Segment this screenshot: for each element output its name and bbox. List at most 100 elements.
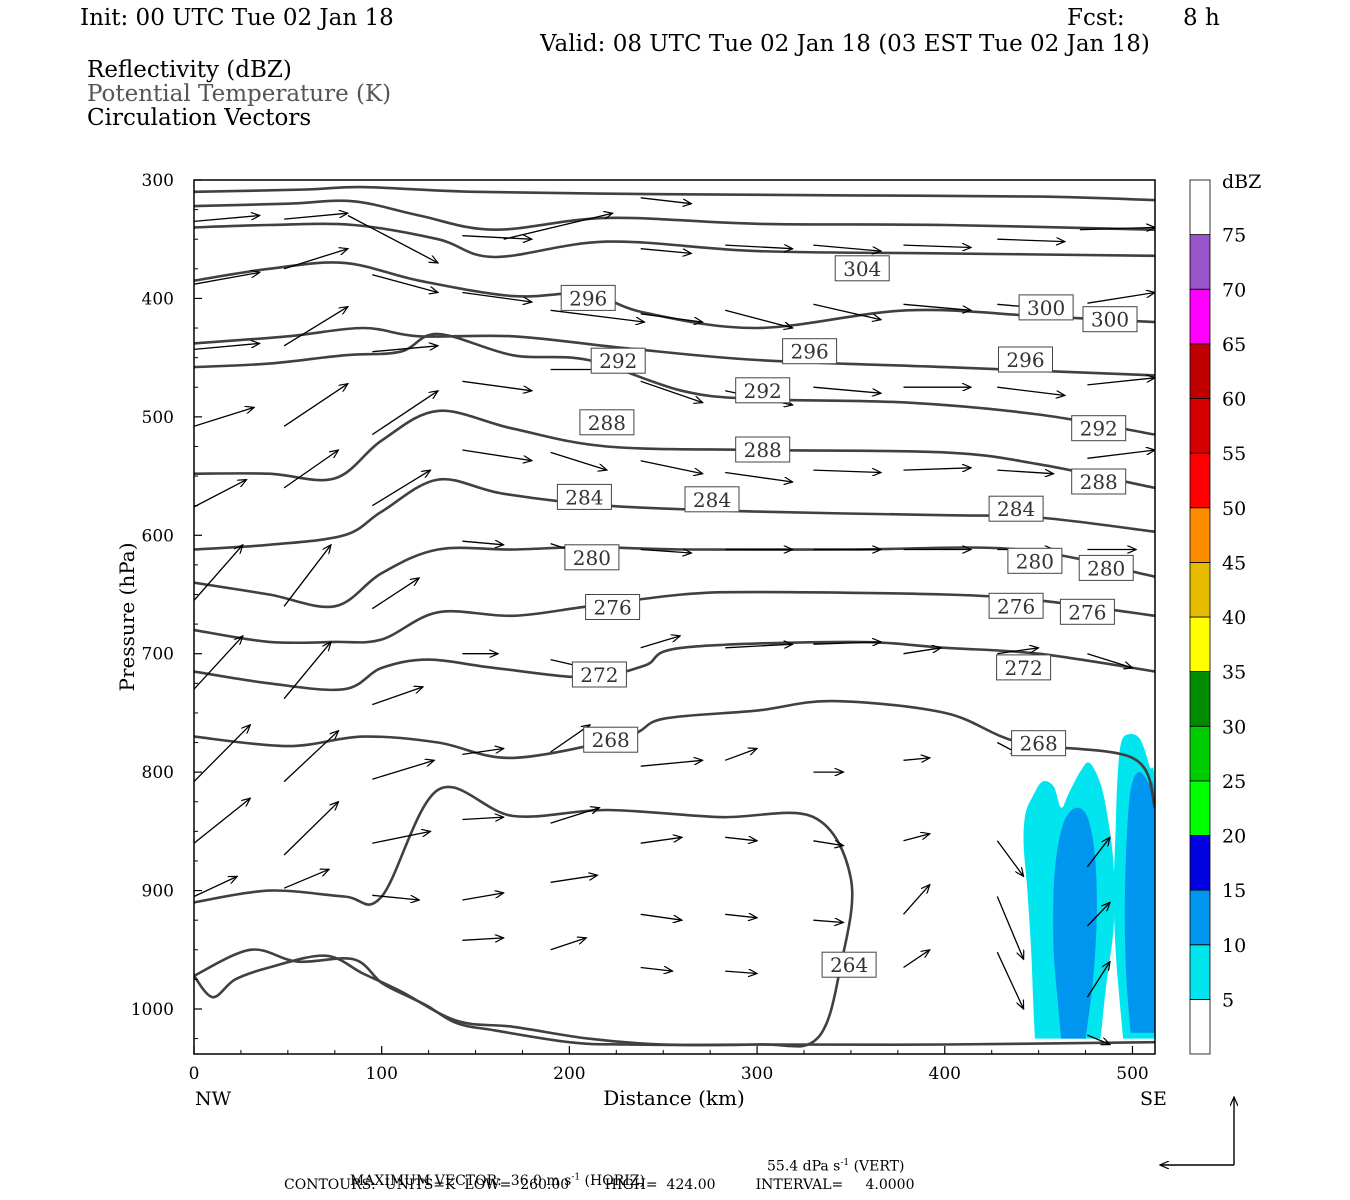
plot-frame [193,179,1156,1055]
vector-0 [194,216,260,223]
x-tick-label: 100 [365,1064,397,1084]
vector-11 [283,307,348,347]
vector-103 [1087,450,1155,459]
colorbar-segment [1189,452,1211,509]
contour-label-text: 268 [1020,732,1058,756]
forecast-label: Fcst: [1067,5,1125,31]
y-axis-label: Pressure (hPa) [115,543,139,692]
colorbar-segment [1189,780,1211,836]
contour-label-text: 292 [1080,417,1118,441]
contour-label-text: 264 [830,953,868,977]
axes: 300 400 500 600 700 800 900 1000 0 100 200 300 400 50… [131,171,1149,1084]
vector-81 [903,303,972,310]
vector-50 [640,197,692,204]
vector-105 [1087,653,1132,668]
max-vector-vert: 55.4 dPa s-1 (VERT) [767,1158,905,1175]
contour-label-276: 276 [1059,598,1115,625]
vector-97 [996,840,1023,877]
vector-72 [813,303,881,319]
vector-47 [372,894,419,900]
vector-101 [1087,293,1155,304]
vector-102 [1087,378,1155,386]
vector-35 [194,725,250,783]
x-end-label-right: SE [1140,1088,1167,1110]
vector-41 [283,802,338,856]
contour-label-268: 268 [1011,730,1067,757]
contour-label-288: 288 [1071,468,1127,495]
colorbar-label: 30 [1222,716,1246,738]
vector-4 [503,213,613,240]
colorbar-label: 65 [1222,334,1246,356]
vector-60 [640,968,673,972]
contour-label-292: 292 [1071,415,1127,442]
contour-308 [194,199,1155,232]
vector-83 [903,468,972,470]
vector-85 [903,648,942,655]
vector-92 [997,386,1065,395]
colorbar-segment [1189,889,1211,946]
vector-62 [725,309,793,328]
contour-label-text: 296 [791,340,829,364]
vector-90 [997,239,1065,241]
contour-label-text: 292 [599,349,637,373]
vector-55 [640,550,692,554]
vector-39 [550,808,600,824]
field-reflectivity: Reflectivity (dBZ) [87,57,292,83]
y-tick-label: 500 [142,408,174,428]
colorbar-segment [1189,616,1211,672]
vector-26 [283,545,331,607]
contour-label-text: 272 [1005,656,1043,680]
contour-labels: 304 296 300 300 296 296 292 292 292 288 288 288 284 2… [556,255,1138,978]
colorbar-label: 20 [1222,826,1246,848]
forecast-hours: 8 h [1183,5,1220,31]
contour-296 [194,326,1155,377]
vector-69 [725,914,757,918]
contour-info-line: CONTOURS: UNITS=K LOW= 260.00 HIGH= 424.… [284,1177,915,1193]
vector-49 [550,938,587,951]
y-tick-label: 600 [142,526,174,546]
vector-78 [813,840,843,846]
colorbar-segment [1189,725,1211,782]
contour-label-288: 288 [579,409,635,436]
vector-scale-key [1160,1097,1234,1165]
colorbar-segment [1189,835,1211,891]
contour-label-text: 292 [744,379,782,403]
circulation-vectors [194,197,1155,1045]
contour-label-288: 288 [735,436,791,463]
field-circulation-vectors: Circulation Vectors [87,105,312,131]
reflectivity-region-10dbz-2 [1053,807,1097,1039]
colorbar-segment [1189,671,1211,727]
vector-19 [550,451,607,470]
contour-label-text: 300 [1091,308,1129,332]
contour-label-text: 296 [569,286,607,310]
vector-3 [462,236,532,240]
vector-80 [903,245,972,247]
contour-label-284: 284 [988,495,1044,522]
vector-6 [283,249,348,270]
contour-label-text: 276 [594,596,632,620]
x-tick-label: 500 [1116,1064,1148,1084]
vector-40 [194,798,250,844]
contour-268 [194,699,1155,809]
contour-label-280: 280 [1078,554,1134,581]
contour-264 [194,785,854,1048]
x-tick-label: 300 [741,1064,773,1084]
dbz-colorbar: 5 10 15 20 25 30 35 40 45 50 55 60 65 70 75 [1189,179,1246,1055]
contour-label-text: 280 [573,546,611,570]
colorbar-segment [1189,507,1211,563]
colorbar-label: 70 [1222,279,1246,301]
contour-label-280: 280 [564,544,620,571]
contour-label-text: 280 [1087,556,1125,580]
colorbar-label: 55 [1222,443,1246,465]
contour-label-296: 296 [782,338,838,365]
vector-79 [813,920,843,922]
vector-5 [194,272,260,285]
max-vector-horiz: MAXIMUM VECTOR: 36.0 m s-1 (HORIZ) [349,1172,645,1189]
y-tick-label: 300 [142,171,174,191]
vector-1 [284,213,348,220]
colorbar-label: 25 [1222,771,1246,793]
contour-label-300: 300 [1082,306,1138,333]
vector-68 [725,837,757,841]
contour-label-280: 280 [1007,547,1063,574]
